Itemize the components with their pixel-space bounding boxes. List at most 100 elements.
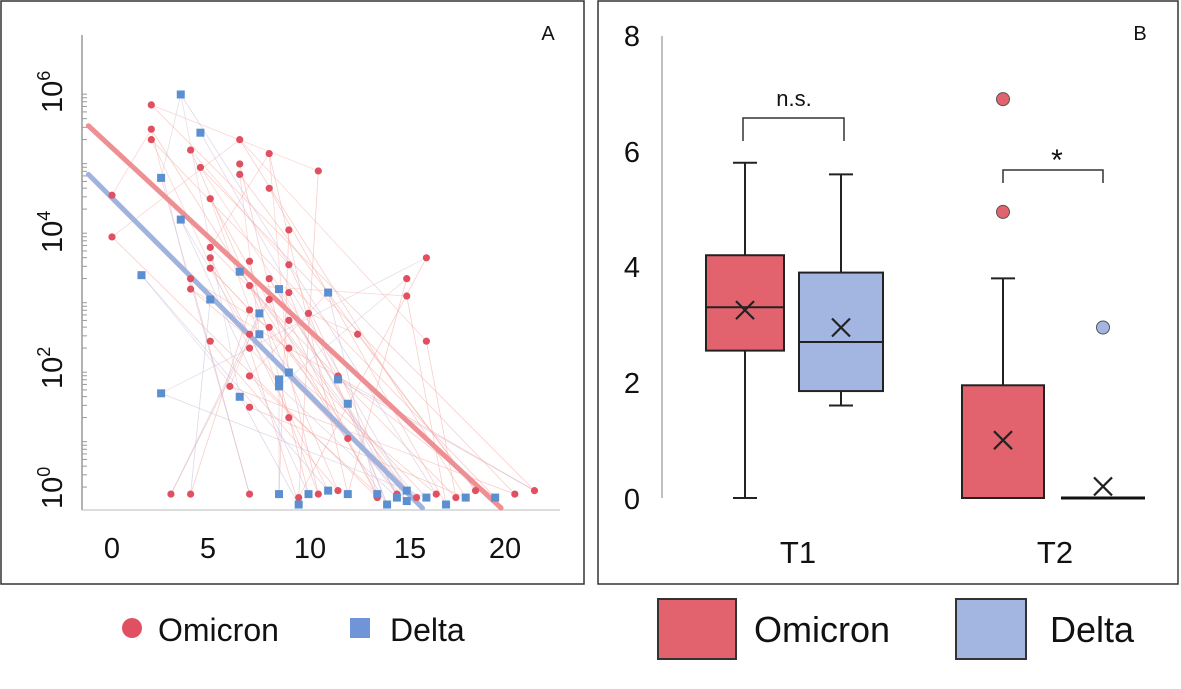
connector-line (180, 94, 437, 495)
legend-a-delta-marker (350, 618, 370, 638)
t2-annotation: * (1051, 144, 1063, 177)
point-omicron (265, 275, 273, 283)
connector-line (150, 129, 191, 290)
point-omicron (147, 125, 155, 133)
panel-b-category-t2: T2 (1037, 535, 1073, 570)
t1-bracket (742, 117, 845, 141)
connector-line (141, 274, 329, 491)
point-omicron (187, 275, 195, 283)
connector-line (229, 313, 260, 387)
point-delta (284, 368, 293, 377)
point-omicron (285, 344, 293, 352)
point-omicron (403, 275, 411, 283)
connector-line (209, 198, 378, 495)
point-delta (333, 375, 342, 384)
panel-a-x-tick-0: 0 (104, 533, 120, 565)
connector-line (190, 299, 211, 495)
point-delta (157, 389, 166, 398)
connector-line (200, 132, 408, 491)
point-omicron (245, 282, 254, 290)
point-omicron (285, 261, 293, 269)
outlier-t2-delta (1096, 320, 1110, 335)
point-omicron (245, 490, 254, 498)
point-omicron (245, 344, 254, 352)
point-omicron (147, 101, 155, 109)
connector-line (426, 341, 457, 498)
point-delta (275, 382, 284, 391)
connector-line (239, 163, 319, 495)
point-omicron (206, 264, 214, 272)
point-delta (294, 500, 303, 509)
point-omicron (167, 490, 175, 498)
point-omicron (452, 493, 460, 502)
connector-line (288, 347, 535, 491)
point-omicron (422, 254, 430, 262)
panel-b-y-tick-2: 2 (624, 368, 640, 400)
point-omicron (265, 323, 273, 331)
point-delta (176, 215, 185, 224)
connector-line (180, 219, 280, 387)
panel-b-label: B (1133, 23, 1146, 45)
panel-b-y-tick-6: 6 (624, 137, 640, 169)
panel-a-y-tick-2: 102 (34, 347, 69, 389)
point-delta (275, 490, 284, 499)
point-delta (304, 490, 313, 499)
point-delta (402, 497, 411, 506)
mean-marker-t1-delta (831, 317, 851, 338)
legend-b-omicron-swatch (657, 598, 737, 660)
point-omicron (245, 306, 254, 314)
point-delta (275, 285, 284, 294)
point-omicron (265, 184, 273, 192)
mean-marker-t2-omicron (993, 430, 1013, 450)
panel-a-trend-lines (85, 123, 504, 511)
point-omicron (206, 254, 214, 262)
connector-line (308, 313, 358, 335)
point-delta (383, 500, 392, 509)
connector-line (288, 417, 319, 495)
panel-a-y-tick-6: 106 (34, 71, 69, 113)
connector-line (249, 285, 408, 491)
point-omicron (285, 414, 293, 422)
connector-line (151, 104, 319, 172)
point-omicron (354, 330, 362, 338)
panel-a-y-tick-0: 100 (34, 467, 69, 509)
connector-line (209, 267, 427, 498)
point-omicron (285, 288, 293, 297)
point-delta (235, 392, 244, 401)
point-omicron (403, 292, 411, 300)
connector-line (170, 313, 260, 495)
connector-line (327, 292, 378, 498)
point-omicron (344, 434, 352, 443)
connector-line (180, 219, 309, 495)
point-omicron (314, 167, 322, 175)
point-omicron (314, 490, 322, 498)
point-omicron (187, 490, 195, 498)
point-omicron (295, 493, 303, 502)
point-omicron (285, 226, 293, 234)
point-delta (373, 490, 382, 499)
point-delta (255, 330, 264, 339)
connector-line (406, 295, 447, 505)
panel-a-points (108, 90, 539, 509)
connector-line (278, 278, 408, 387)
mean-marker-t1-omicron (735, 300, 755, 320)
connector-line (239, 396, 300, 505)
point-delta (235, 267, 244, 276)
connector-line (249, 375, 378, 495)
legend-b-delta-swatch (955, 598, 1027, 660)
connector-line (190, 288, 437, 495)
legend-a-omicron-marker (122, 618, 142, 638)
point-omicron (530, 487, 539, 495)
point-delta (137, 271, 146, 280)
connector-line (288, 264, 398, 498)
connector-line (288, 320, 378, 498)
connector-line (268, 188, 447, 505)
legend-a-delta-label: Delta (390, 612, 465, 648)
panel-a-x-tick-20: 20 (489, 533, 521, 565)
point-omicron (108, 233, 116, 241)
point-omicron (285, 316, 293, 324)
point-omicron (511, 490, 519, 498)
connector-line (111, 236, 378, 498)
connector-line (268, 153, 349, 495)
point-delta (442, 500, 451, 509)
